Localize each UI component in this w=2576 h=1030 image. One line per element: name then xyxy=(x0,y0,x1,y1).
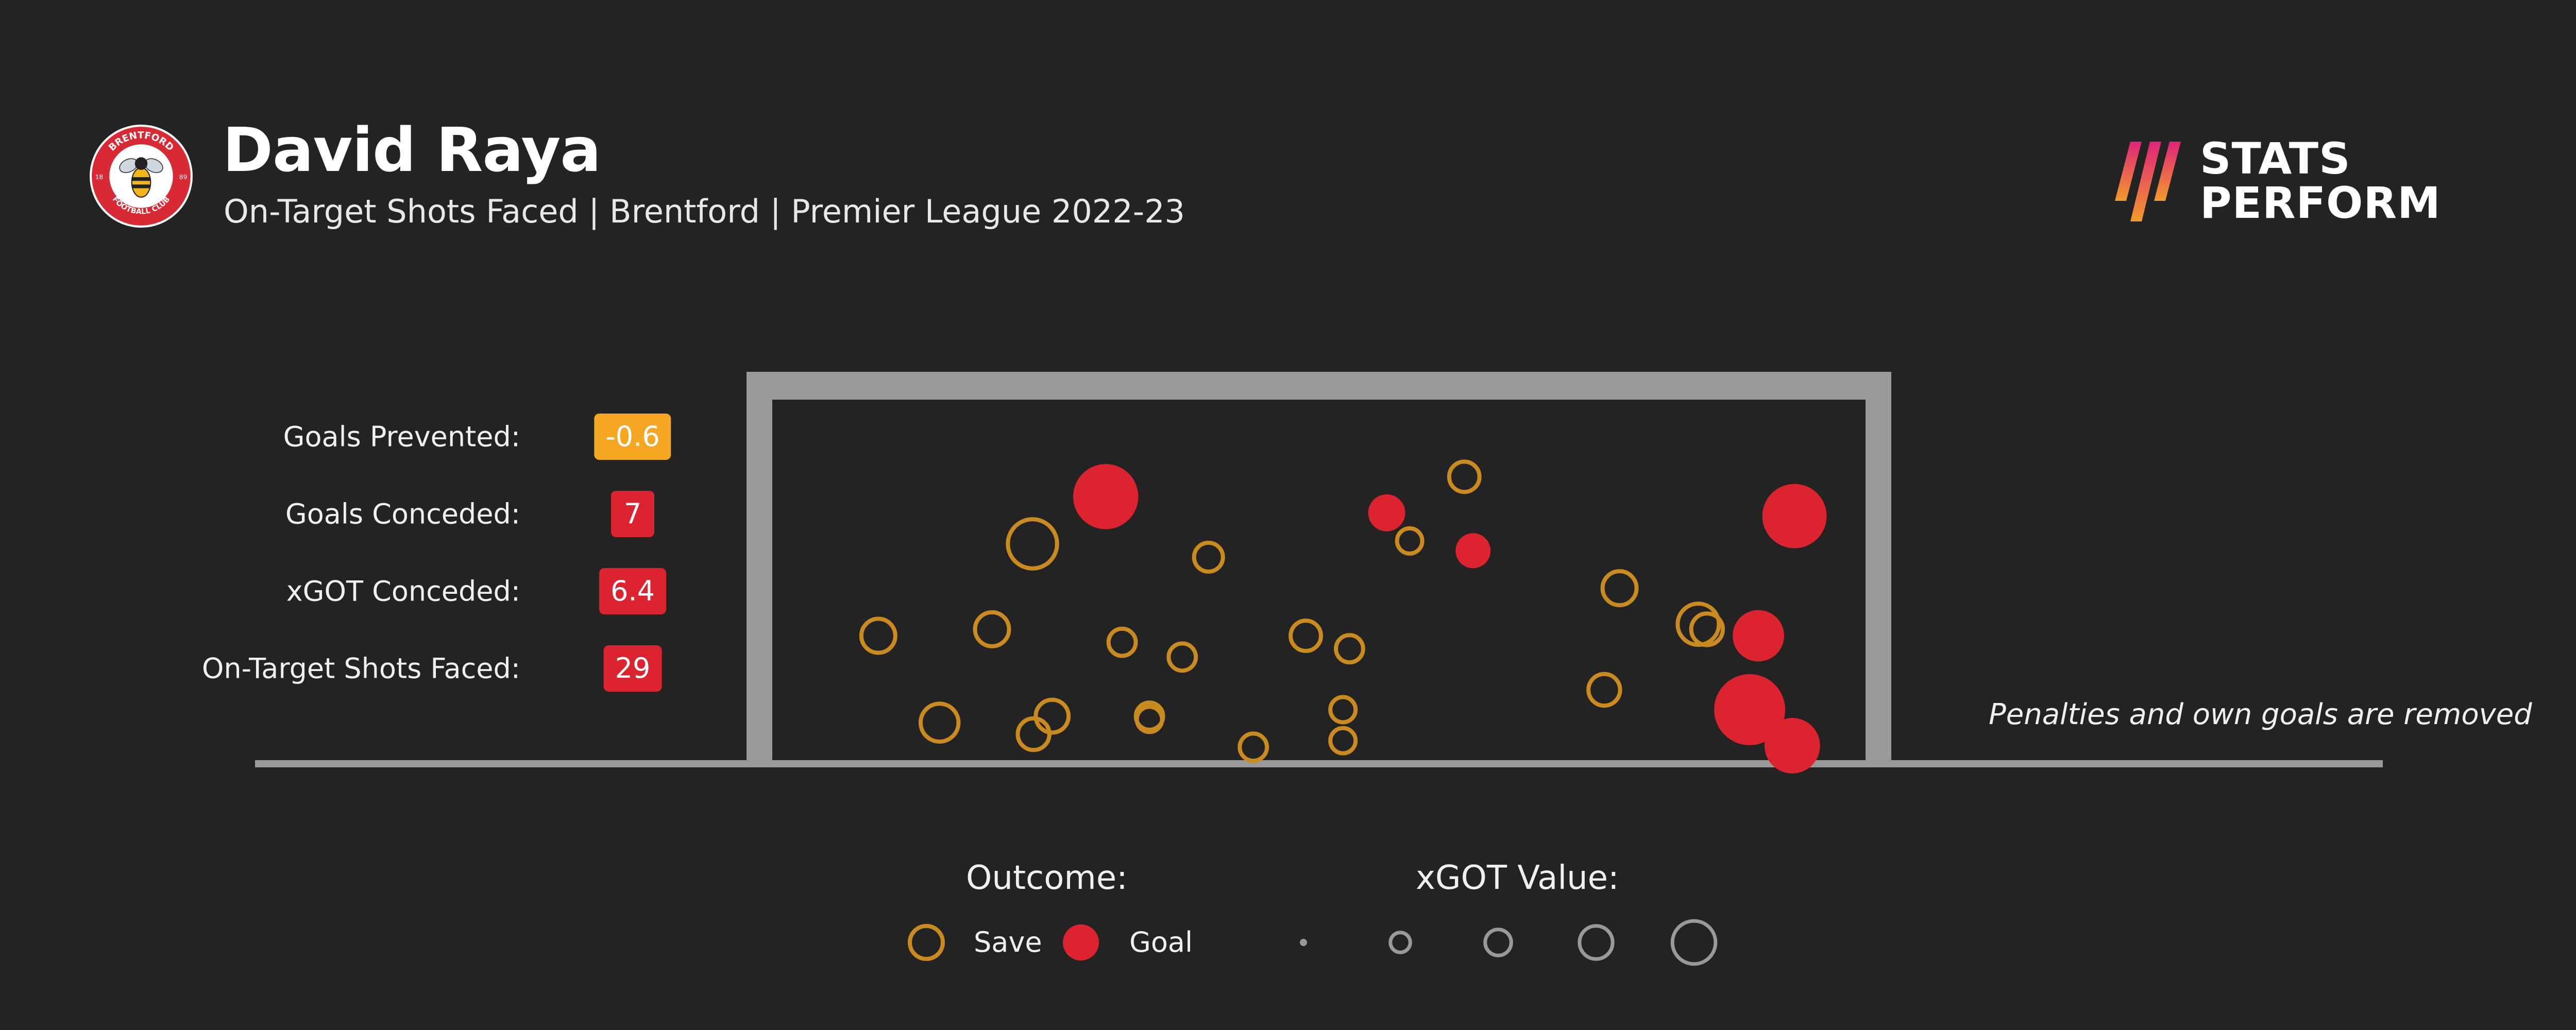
brand-line-1: STATS xyxy=(2200,133,2351,184)
legend-goal-label: Goal xyxy=(1129,926,1193,958)
save-shot-marker xyxy=(1289,619,1323,653)
save-shot-marker xyxy=(1600,569,1639,608)
shot-markers xyxy=(859,459,1827,774)
legend-outcome-title: Outcome: xyxy=(966,859,1128,897)
legend-xgot-title: xGOT Value: xyxy=(1416,859,1619,897)
legend-save-label: Save xyxy=(974,926,1042,958)
goal-shot-marker xyxy=(1762,484,1827,548)
goal-shot-marker xyxy=(1764,718,1820,774)
stat-value-badge: 6.4 xyxy=(599,568,666,614)
crest-text-left: 18 xyxy=(95,174,104,181)
stat-goals-conceded: Goals Conceded: 7 xyxy=(0,488,680,540)
save-shot-marker xyxy=(1328,695,1358,725)
legend-xgot-size-marker xyxy=(1300,939,1307,946)
save-shot-marker xyxy=(1328,726,1358,756)
legend-xgot-size-marker xyxy=(1483,928,1513,957)
save-shot-marker xyxy=(1033,697,1071,735)
stat-value-badge: -0.6 xyxy=(594,414,671,460)
crossbar xyxy=(747,372,1891,400)
goal-shot-marker xyxy=(1733,610,1784,662)
player-name: David Raya xyxy=(223,114,601,185)
save-shot-marker xyxy=(1447,459,1482,494)
save-shot-marker xyxy=(1192,540,1225,574)
save-shot-marker xyxy=(1395,526,1425,556)
footnote: Penalties and own goals are removed xyxy=(1989,698,2532,731)
stats-perform-logo-icon xyxy=(2115,142,2181,221)
stats-perform-logo: STATS PERFORM xyxy=(2110,136,2441,227)
brentford-crest-icon: BRENTFORD FOOTBALL CLUB 18 89 xyxy=(90,125,193,228)
chart-subtitle: On-Target Shots Faced | Brentford | Prem… xyxy=(224,193,1185,230)
legend-xgot-size-marker xyxy=(1388,931,1412,954)
save-shot-marker xyxy=(918,701,961,744)
crest-text-right: 89 xyxy=(179,174,188,181)
left-post xyxy=(747,372,772,762)
save-shot-marker xyxy=(859,616,897,655)
save-shot-marker xyxy=(1006,517,1059,571)
ground-line xyxy=(255,760,2383,767)
save-shot-marker xyxy=(1689,611,1725,647)
right-post xyxy=(1866,372,1891,762)
save-shot-marker xyxy=(1015,716,1052,752)
save-shot-marker xyxy=(1106,626,1138,658)
legend-markers xyxy=(908,919,1718,966)
legend-xgot-size-marker xyxy=(1578,924,1615,961)
stat-label: Goals Conceded: xyxy=(285,497,520,530)
stat-shots-faced: On-Target Shots Faced: 29 xyxy=(0,643,680,694)
stat-label: xGOT Conceded: xyxy=(286,575,520,608)
save-shot-marker xyxy=(1166,641,1198,673)
stat-value-badge: 29 xyxy=(603,645,662,692)
save-shot-marker xyxy=(973,610,1011,648)
save-shot-marker xyxy=(1586,672,1622,708)
stat-label: On-Target Shots Faced: xyxy=(201,652,520,685)
legend-xgot-size-marker xyxy=(1670,919,1718,966)
goal-shot-marker xyxy=(1073,464,1139,529)
goal-shot-marker xyxy=(1368,494,1405,531)
goal-shot-marker xyxy=(1714,674,1786,745)
save-shot-marker xyxy=(1238,731,1269,763)
legend-goal-marker xyxy=(1063,924,1099,960)
stat-value-badge: 7 xyxy=(611,491,654,537)
save-shot-marker xyxy=(1334,633,1365,665)
stat-label: Goals Prevented: xyxy=(283,420,520,453)
brand-line-2: PERFORM xyxy=(2200,178,2441,228)
legend-save-marker xyxy=(908,924,945,961)
stat-xgot-conceded: xGOT Conceded: 6.4 xyxy=(0,565,680,617)
goal-shot-marker xyxy=(1455,533,1491,569)
save-shot-marker xyxy=(1134,705,1164,734)
save-shot-marker xyxy=(1675,602,1721,647)
stat-goals-prevented: Goals Prevented: -0.6 xyxy=(0,411,680,462)
